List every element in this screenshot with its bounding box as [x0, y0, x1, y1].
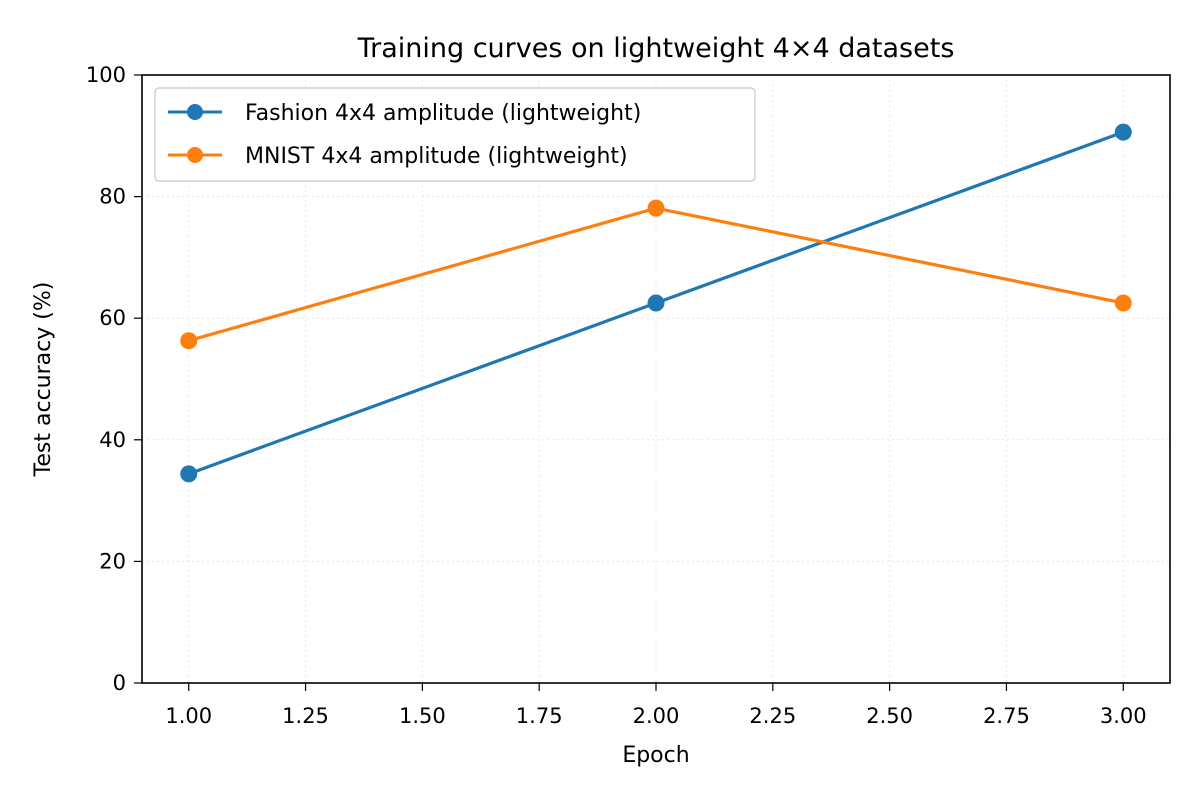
- series-0-point-1: [647, 294, 665, 312]
- chart-title: Training curves on lightweight 4×4 datas…: [357, 33, 955, 64]
- y-tick-label: 20: [99, 549, 126, 573]
- x-tick-label: 2.25: [749, 704, 796, 728]
- series-0-point-2: [1114, 123, 1132, 141]
- x-tick-label: 3.00: [1100, 704, 1147, 728]
- legend-label-mnist: MNIST 4x4 amplitude (lightweight): [245, 144, 628, 169]
- x-tick-label: 1.75: [516, 704, 563, 728]
- x-tick-label: 1.25: [282, 704, 329, 728]
- series-0-point-0: [180, 465, 198, 483]
- x-axis-ticks: 1.00 1.25 1.50 1.75 2.00 2.25 2.50 2.75 3.00: [165, 683, 1147, 728]
- y-tick-label: 60: [99, 306, 126, 330]
- y-tick-label: 80: [99, 185, 126, 209]
- y-tick-label: 0: [113, 671, 126, 695]
- x-tick-label: 1.50: [399, 704, 446, 728]
- series-layer: [180, 123, 1132, 483]
- y-tick-label: 100: [86, 63, 126, 87]
- series-1-point-0: [180, 332, 198, 350]
- series-1-point-2: [1114, 294, 1132, 312]
- series-1-point-1: [647, 199, 665, 217]
- legend-marker-fashion: [187, 104, 203, 120]
- x-tick-label: 2.50: [866, 704, 913, 728]
- legend-label-fashion: Fashion 4x4 amplitude (lightweight): [245, 101, 641, 126]
- x-tick-label: 1.00: [165, 704, 212, 728]
- legend: Fashion 4x4 amplitude (lightweight) MNIS…: [154, 87, 756, 182]
- x-tick-label: 2.75: [983, 704, 1030, 728]
- y-tick-label: 40: [99, 428, 126, 452]
- y-axis-label: Test accuracy (%): [31, 282, 56, 478]
- legend-box: [154, 87, 756, 182]
- x-tick-label: 2.00: [633, 704, 680, 728]
- x-axis-label: Epoch: [622, 743, 689, 768]
- legend-marker-mnist: [187, 147, 203, 163]
- y-axis-ticks: 0 20 40 60 80 100: [86, 63, 142, 695]
